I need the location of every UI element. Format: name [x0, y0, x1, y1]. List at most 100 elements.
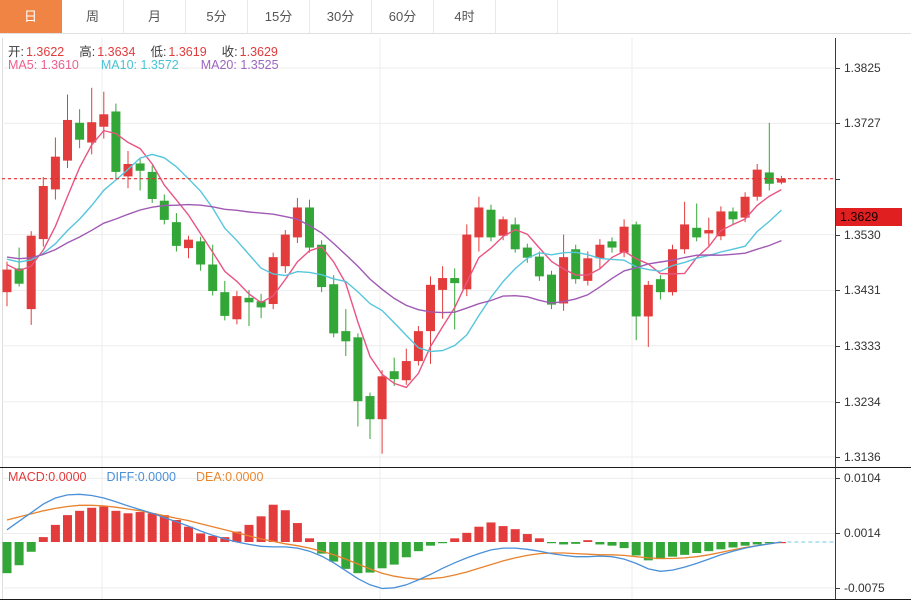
macd-bar — [14, 542, 24, 566]
candle — [365, 396, 375, 420]
candle — [292, 207, 302, 238]
macd-bar — [280, 510, 290, 542]
ohlc-open: 开: 1.3622 — [8, 45, 65, 59]
price-axis: 1.3825 1.3727 1.3530 1.3431 1.3333 1.3234 1.31… — [835, 38, 911, 599]
macd-bar — [534, 538, 544, 542]
macd-bar — [462, 532, 472, 542]
candle — [426, 284, 435, 332]
macd-bar — [607, 542, 617, 546]
candle — [752, 169, 762, 197]
tab-day[interactable]: 日 — [0, 0, 62, 33]
macd-bar — [547, 542, 556, 544]
macd-legend: MACD:0.0000 DIFF:0.0000 DEA:0.0000 — [8, 470, 263, 484]
macd-bar — [595, 542, 605, 545]
macd-bar — [752, 542, 762, 545]
macd-bar — [26, 542, 36, 552]
candle — [534, 256, 544, 277]
candle — [280, 234, 290, 267]
ma-readout-ma10: MA10: 1.3572 — [100, 58, 179, 72]
axis-tick — [835, 587, 840, 589]
candle — [159, 200, 169, 220]
macd-bar — [171, 519, 181, 542]
macd-legend-dea: DEA:0.0000 — [196, 470, 264, 484]
interval-tabbar: 日周月 5分 15分 30分 60分 4时 — [0, 0, 911, 34]
ma10-line — [6, 153, 782, 353]
tab-15min[interactable]: 15分 — [248, 0, 310, 33]
candle — [184, 239, 193, 249]
axis-tick — [835, 123, 840, 125]
tab-week[interactable]: 周 — [62, 0, 124, 33]
y-axis-label: 0.0104 — [844, 471, 881, 486]
candle — [498, 219, 508, 236]
candle — [2, 269, 12, 293]
candle — [740, 196, 750, 218]
candle — [716, 211, 726, 237]
y-axis-label: -0.0075 — [844, 580, 885, 595]
candle — [111, 111, 121, 172]
macd-bar — [655, 542, 665, 560]
macd-bar — [510, 529, 520, 542]
y-axis-label: 1.3727 — [844, 116, 881, 131]
candle — [75, 122, 85, 140]
candle — [595, 244, 605, 259]
tab-30min[interactable]: 30分 — [310, 0, 372, 33]
axis-tick — [835, 401, 840, 403]
macd-bar — [619, 542, 629, 549]
candle — [764, 172, 774, 184]
macd-bar — [75, 510, 85, 542]
candle — [317, 244, 327, 288]
candle — [450, 278, 460, 284]
tab-4hour[interactable]: 4时 — [434, 0, 496, 33]
candle — [413, 331, 423, 362]
candle — [147, 171, 157, 199]
tab-60min[interactable]: 60分 — [372, 0, 434, 33]
candle — [728, 211, 738, 220]
candle — [655, 279, 665, 293]
macd-bar — [38, 537, 48, 542]
macd-bar — [87, 507, 97, 542]
axis-line — [835, 38, 836, 599]
macd-bar — [377, 542, 387, 569]
macd-bar — [401, 542, 411, 558]
axis-tick — [835, 478, 840, 480]
macd-bar — [353, 542, 363, 574]
bottom-border — [0, 599, 911, 600]
macd-legend-diff: DIFF:0.0000 — [106, 470, 176, 484]
macd-bar — [99, 506, 109, 542]
ma-readout: MA5: 1.3610 MA10: 1.3572 MA20: 1.3525 — [8, 58, 279, 72]
macd-bar — [413, 542, 423, 552]
candle — [244, 297, 254, 303]
macd-bar — [341, 542, 351, 569]
candle — [486, 209, 496, 238]
macd-bar — [244, 524, 254, 542]
candle — [631, 224, 641, 317]
macd-bar — [450, 538, 460, 542]
macd-bar — [208, 535, 218, 542]
candle — [135, 163, 145, 171]
candle — [63, 119, 72, 161]
candle — [462, 234, 472, 290]
macd-bar — [522, 534, 532, 542]
candle — [619, 226, 629, 253]
macd-bar — [631, 542, 641, 556]
candle — [268, 257, 278, 305]
candle — [377, 376, 387, 420]
candle — [668, 249, 677, 293]
dea-line — [6, 504, 782, 580]
candle — [547, 274, 556, 305]
macd-bar — [123, 513, 133, 542]
candle — [474, 207, 484, 238]
y-axis-label: 1.3136 — [844, 450, 881, 465]
axis-tick — [835, 345, 840, 347]
candle — [692, 227, 702, 238]
candle — [196, 241, 206, 265]
ma20-line — [6, 203, 782, 314]
candle — [607, 241, 617, 248]
macd-bar — [256, 516, 266, 542]
tab-month[interactable]: 月 — [124, 0, 186, 33]
macd-bar — [668, 542, 677, 557]
candle — [26, 235, 36, 310]
y-axis-label: 1.3825 — [844, 61, 881, 75]
tab-5min[interactable]: 5分 — [186, 0, 248, 33]
